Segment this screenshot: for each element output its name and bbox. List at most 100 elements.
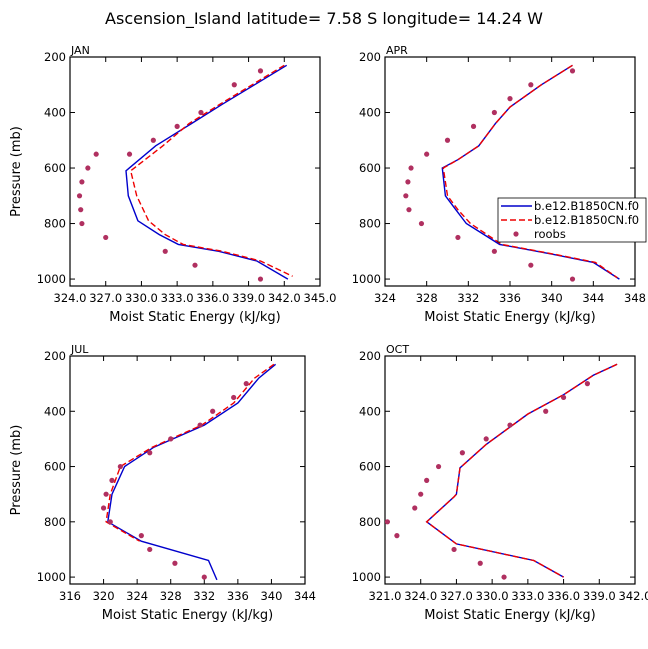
roobs-point — [231, 82, 237, 88]
plot-data — [76, 64, 293, 282]
roobs-point — [491, 248, 497, 254]
x-tick-label: 345.0 — [304, 291, 337, 305]
panel-jul: JUL 316 320 324 328 332 336 340 344 200 400 600 800 1… — [9, 343, 316, 623]
roobs-point — [76, 193, 83, 199]
y-tick-label: 400 — [359, 106, 381, 120]
plot-data — [403, 64, 620, 282]
roobs-point — [147, 546, 153, 553]
plot-data — [385, 363, 618, 580]
x-tick-label: 320 — [93, 589, 115, 603]
y-tick-label: 200 — [359, 349, 381, 363]
roobs-point — [174, 123, 180, 129]
y-tick-label: 800 — [359, 515, 381, 529]
legend-marker — [513, 231, 519, 237]
y-tick-label: 800 — [44, 217, 66, 231]
y-tick-label: 800 — [44, 515, 66, 529]
figure-title: Ascension_Island latitude= 7.58 S longit… — [105, 9, 543, 29]
x-tick-label: 333.0 — [511, 589, 544, 603]
roobs-point — [103, 234, 109, 241]
panel-title: JUL — [70, 343, 89, 356]
panel-oct: OCT 321.0 324.0 327.0 330.0 333.0 336.0 339.0 34… — [352, 343, 648, 623]
y-tick-label: 200 — [44, 349, 66, 363]
x-tick-label: 339.0 — [583, 589, 616, 603]
x-tick-label: 342.0 — [268, 291, 301, 305]
x-tick-label: 336.0 — [547, 589, 580, 603]
plot-frame — [69, 355, 306, 585]
y-tick-label: 1000 — [352, 272, 381, 286]
x-tick-label: 327.0 — [89, 291, 122, 305]
roobs-point — [100, 505, 107, 511]
roobs-point — [79, 220, 85, 227]
y-tick-label: 1000 — [37, 570, 66, 584]
x-tick-label: 336.0 — [196, 291, 229, 305]
dashed-series-line — [425, 363, 618, 578]
roobs-point — [455, 234, 461, 241]
x-tick-label: 340 — [260, 589, 282, 603]
roobs-point — [406, 207, 412, 213]
legend-label: b.e12.B1850CN.f0 — [534, 199, 639, 213]
x-tick-label: 330.0 — [476, 589, 509, 603]
x-tick-label: 344 — [294, 589, 316, 603]
plot-frame — [384, 56, 636, 287]
x-tick-label: 332 — [193, 589, 215, 603]
x-axis-label: Moist Static Energy (kJ/kg) — [109, 310, 280, 325]
roobs-point — [451, 546, 457, 553]
y-tick-label: 600 — [44, 161, 66, 175]
roobs-point — [444, 137, 451, 143]
dashed-series-line — [442, 64, 618, 279]
legend-label: roobs — [534, 227, 566, 241]
y-axis-label: Pressure (mb) — [9, 126, 24, 217]
roobs-point — [201, 574, 207, 580]
y-tick-label: 600 — [359, 161, 381, 175]
roobs-point — [424, 477, 430, 483]
roobs-point — [528, 82, 534, 88]
roobs-point — [109, 477, 115, 483]
y-tick-label: 1000 — [37, 272, 66, 286]
roobs-point — [459, 450, 465, 456]
roobs-point — [79, 179, 85, 185]
y-tick-label: 400 — [44, 106, 66, 120]
y-tick-label: 400 — [359, 404, 381, 418]
roobs-point — [78, 207, 84, 213]
roobs-point — [231, 394, 237, 401]
x-tick-label: 324 — [374, 291, 396, 305]
roobs-point — [491, 109, 497, 116]
roobs-point — [477, 560, 483, 566]
x-axis-label: Moist Static Energy (kJ/kg) — [424, 310, 595, 325]
solid-series-line — [107, 363, 277, 581]
roobs-point — [257, 68, 264, 74]
x-tick-label: 344 — [582, 291, 604, 305]
roobs-point — [501, 574, 507, 580]
roobs-point — [103, 491, 109, 497]
x-axis-label: Moist Static Energy (kJ/kg) — [102, 608, 273, 623]
x-tick-label: 328 — [416, 291, 438, 305]
roobs-point — [408, 165, 414, 171]
panel-title: OCT — [386, 343, 409, 356]
x-tick-label: 336 — [499, 291, 521, 305]
panel-title: APR — [386, 44, 408, 57]
roobs-point — [192, 262, 198, 268]
y-tick-label: 800 — [359, 217, 381, 231]
roobs-point — [569, 276, 576, 282]
y-axis-label: Pressure (mb) — [9, 425, 24, 516]
roobs-point — [197, 422, 203, 428]
roobs-point — [543, 408, 549, 414]
roobs-point — [483, 436, 489, 442]
roobs-point — [243, 381, 249, 387]
roobs-point — [569, 68, 576, 74]
roobs-point — [412, 505, 418, 511]
y-tick-label: 200 — [44, 50, 66, 64]
solid-series-line — [425, 363, 618, 578]
x-tick-label: 324.0 — [54, 291, 87, 305]
solid-series-line — [441, 64, 620, 280]
roobs-point — [93, 151, 99, 157]
plot-data — [100, 363, 277, 581]
x-tick-label: 340 — [541, 291, 563, 305]
roobs-point — [418, 220, 425, 227]
x-tick-label: 330.0 — [125, 291, 158, 305]
x-tick-label: 342.0 — [619, 589, 648, 603]
panel-apr: APR 324 328 332 336 340 344 348 200 400 600 800 1000… — [352, 44, 646, 325]
x-tick-label: 332 — [457, 291, 479, 305]
roobs-point — [257, 276, 264, 282]
